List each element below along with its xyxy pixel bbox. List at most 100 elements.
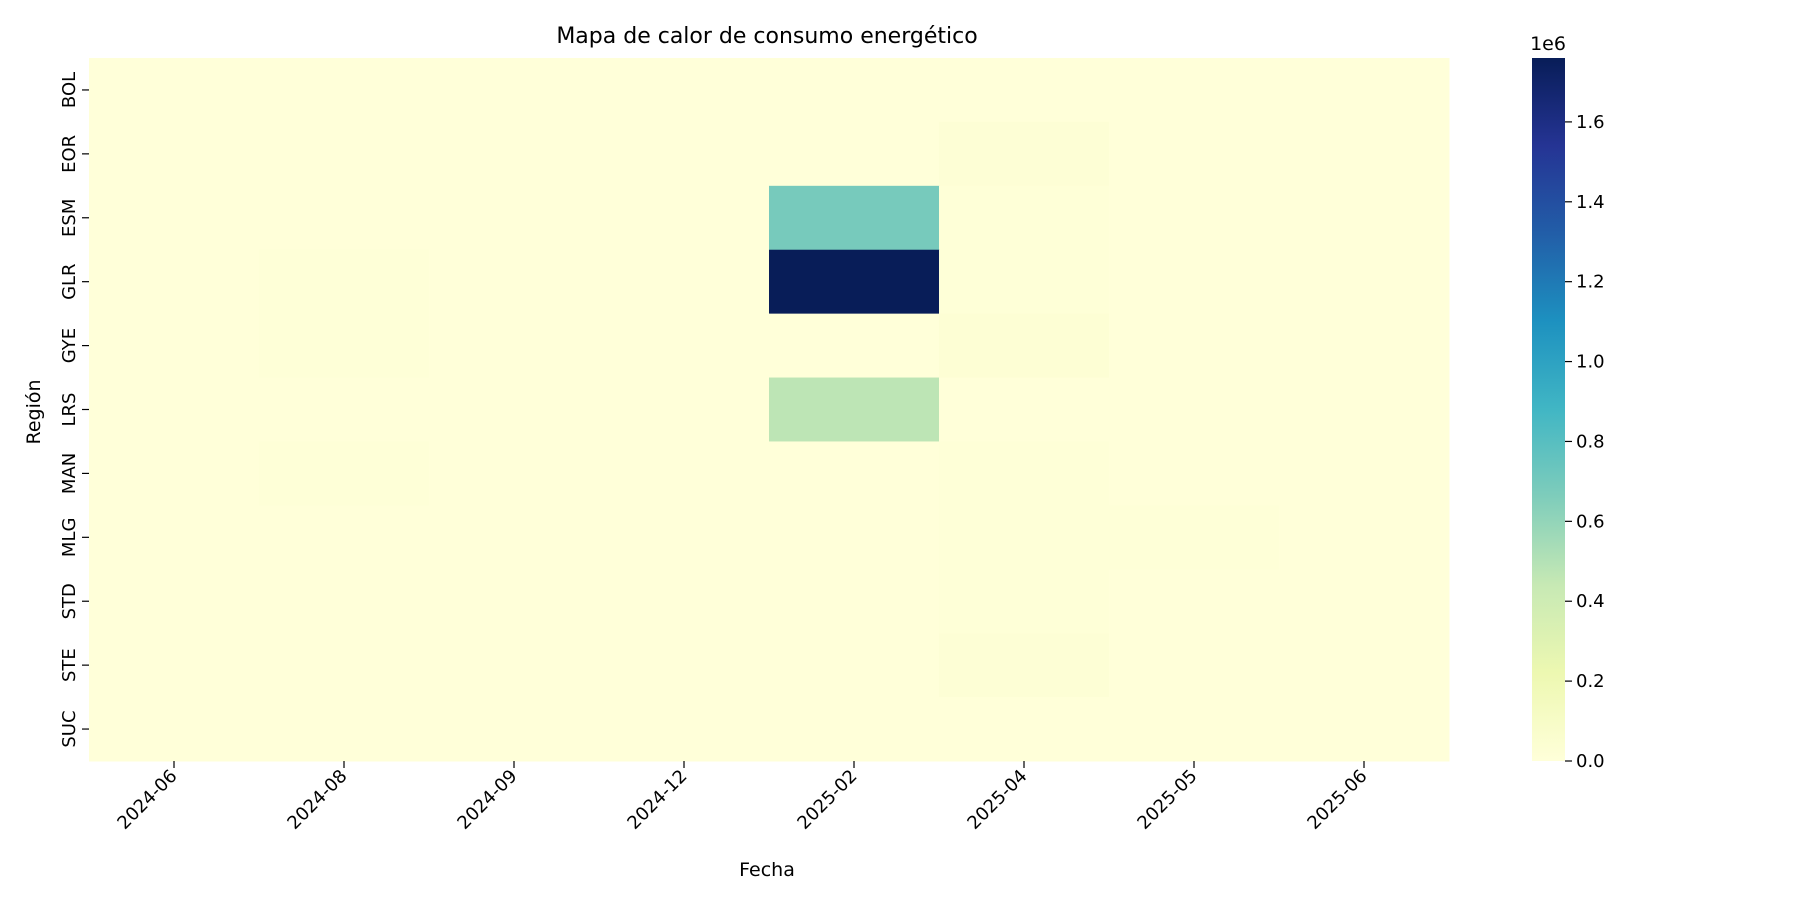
heatmap-cell [429,185,600,251]
heatmap-cell [1109,185,1280,251]
heatmap-cell [89,441,260,506]
heatmap-cell [599,121,770,187]
heatmap-cell [1279,505,1450,570]
y-tick-label: LRS [59,393,80,427]
colorbar-offset-label: 1e6 [1530,33,1566,55]
x-axis-ticks: 2024-06 2024-08 2024-09 2024-12 2025-02 2025-… [113,761,1372,834]
heatmap-cell [259,121,430,187]
x-tick-label: 2025-05 [1133,766,1201,834]
heatmap-cell [599,58,770,123]
heatmap-cell [599,505,770,570]
heatmap-cell [259,58,430,123]
heatmap-cell [1279,697,1450,762]
heatmap-cell [939,185,1110,251]
heatmap-cell [89,377,260,442]
heatmap-cell [89,697,260,762]
heatmap-cell [89,505,260,570]
heatmap-cell [769,505,940,570]
chart-title: Mapa de calor de consumo energético [556,24,977,49]
heatmap-cell [1279,313,1450,379]
y-tick-label: ESM [59,199,80,237]
heatmap-cell [429,505,600,570]
x-axis-label: Fecha [739,859,795,881]
heatmap-cell [939,377,1110,442]
heatmap-cell [1109,121,1280,187]
heatmap-cell [429,313,600,379]
colorbar-tick-label: 0.6 [1576,511,1605,532]
y-axis-label: Región [23,379,45,444]
heatmap-cell [599,697,770,762]
heatmap-cell [1279,185,1450,251]
heatmap-cell [599,633,770,698]
heatmap-cell [769,185,940,251]
heatmap-cell [939,313,1110,379]
colorbar-tick-label: 0.4 [1576,591,1605,612]
heatmap-cell [939,441,1110,506]
heatmap-cell [1279,569,1450,634]
x-tick-label: 2025-06 [1303,766,1371,834]
heatmap-cell [769,633,940,698]
y-tick-label: BOL [59,72,80,108]
heatmap-cell [1279,377,1450,442]
y-tick-label: EOR [59,135,80,173]
heatmap-cell [89,249,260,315]
heatmap-cell [429,249,600,315]
heatmap-cell [769,377,940,442]
heatmap-cell [599,441,770,506]
colorbar-tick-label: 1.6 [1576,112,1605,133]
heatmap-cell [89,633,260,698]
heatmap-cell [259,313,430,379]
heatmap-cell [1279,121,1450,187]
colorbar-tick-label: 1.0 [1576,352,1605,373]
heatmap-cell [939,569,1110,634]
y-tick-label: STE [59,648,80,682]
heatmap-cell [429,697,600,762]
y-tick-label: GYE [59,328,80,363]
heatmap-cell [599,185,770,251]
heatmap-cell [599,313,770,379]
heatmap-cell [769,249,940,315]
heatmap-cell [1279,633,1450,698]
x-tick-label: 2024-12 [623,766,691,834]
heatmap-cell [939,633,1110,698]
heatmap-cell [1279,58,1450,123]
heatmap-cell [1109,377,1280,442]
x-tick-label: 2024-06 [113,766,181,834]
heatmap-cell [1109,697,1280,762]
heatmap-cell [89,185,260,251]
y-tick-label: GLR [59,263,80,299]
heatmap-cell [1109,313,1280,379]
heatmap-cell [769,121,940,187]
heatmap-cell [1109,58,1280,123]
heatmap-cell [429,377,600,442]
heatmap-cell [1279,441,1450,506]
y-tick-label: STD [59,583,80,619]
heatmap-cell [429,58,600,123]
heatmap-cell [599,569,770,634]
heatmap-cell [939,697,1110,762]
heatmap-cell [89,313,260,379]
y-tick-label: MAN [59,453,80,494]
heatmap-cell [259,185,430,251]
x-tick-label: 2024-08 [283,766,351,834]
heatmap-cell [599,377,770,442]
heatmap-cell [1109,505,1280,570]
colorbar-tick-label: 0.2 [1576,671,1605,692]
heatmap-cell [939,58,1110,123]
colorbar-ticks: 0.0 0.2 0.4 0.6 0.8 1.0 1.2 1.4 1.6 [1565,112,1605,772]
heatmap-cell [259,569,430,634]
colorbar-tick-label: 1.4 [1576,192,1605,213]
heatmap-cell [939,249,1110,315]
heatmap-cell [429,633,600,698]
heatmap-cell [429,121,600,187]
heatmap-cell [1109,569,1280,634]
heatmap-cell [259,505,430,570]
x-tick-label: 2025-04 [963,766,1031,834]
heatmap-cell [259,697,430,762]
heatmap-cell [89,58,260,123]
heatmap-cell [769,313,940,379]
heatmap-cell [259,441,430,506]
x-tick-label: 2024-09 [453,766,521,834]
y-axis-ticks: BOL EOR ESM GLR GYE LRS MAN MLG STD STE SUC [59,72,89,748]
y-tick-label: SUC [59,710,80,747]
